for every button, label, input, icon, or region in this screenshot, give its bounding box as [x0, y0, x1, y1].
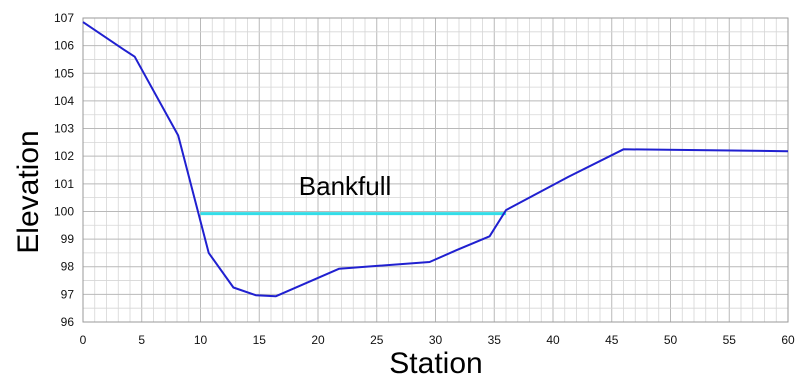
- tick-labels: 0 5 10 15 20 25 30 35 40 45 50 55 60 96 97 98 99 100 101 10…: [54, 11, 795, 347]
- y-tick-label: 107: [54, 11, 74, 25]
- y-tick-label: 98: [61, 260, 75, 274]
- x-tick-label: 55: [723, 333, 737, 347]
- x-tick-label: 60: [781, 333, 795, 347]
- x-tick-label: 5: [138, 333, 145, 347]
- series: [82, 21, 789, 298]
- x-tick-label: 35: [488, 333, 502, 347]
- x-axis-title: Station: [389, 347, 482, 380]
- y-tick-label: 96: [61, 315, 75, 329]
- x-tick-label: 25: [370, 333, 384, 347]
- y-tick-label: 100: [54, 204, 74, 218]
- y-tick-label: 103: [54, 122, 74, 136]
- y-tick-label: 102: [54, 149, 74, 163]
- y-tick-label: 101: [54, 177, 74, 191]
- x-tick-label: 30: [429, 333, 443, 347]
- grid: [82, 17, 789, 323]
- y-tick-label: 105: [54, 66, 74, 80]
- y-axis-title: Elevation: [12, 130, 45, 253]
- y-tick-label: 106: [54, 39, 74, 53]
- channel-profile-line: [82, 21, 789, 298]
- plot-frame: [82, 17, 789, 323]
- y-tick-label: 104: [54, 94, 74, 108]
- x-tick-label: 0: [80, 333, 87, 347]
- x-tick-label: 45: [605, 333, 619, 347]
- y-tick-label: 99: [61, 232, 75, 246]
- x-tick-label: 15: [253, 333, 267, 347]
- x-tick-label: 10: [194, 333, 208, 347]
- x-tick-label: 50: [664, 333, 678, 347]
- x-tick-label: 20: [311, 333, 325, 347]
- x-tick-label: 40: [546, 333, 560, 347]
- y-tick-label: 97: [61, 287, 75, 301]
- bankfull-label: Bankfull: [299, 171, 392, 201]
- annotations: Bankfull: [299, 171, 392, 201]
